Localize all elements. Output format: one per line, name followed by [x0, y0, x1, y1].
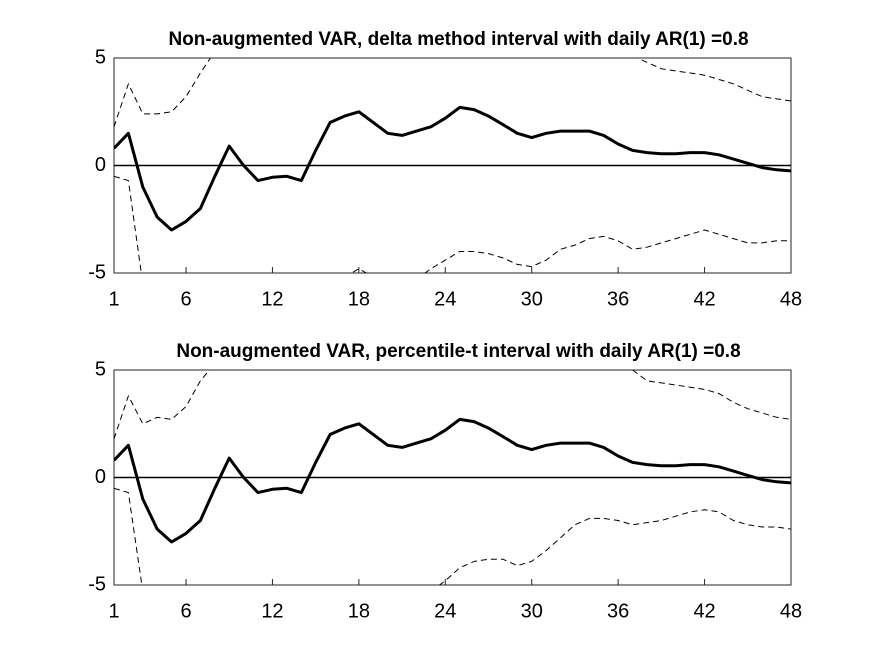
x-tick-label: 1	[108, 288, 119, 310]
estimate-line	[114, 105, 791, 232]
x-tick-label: 6	[180, 600, 191, 622]
x-tick-label: 36	[607, 288, 629, 310]
subplot: Non-augmented VAR, delta method interval…	[88, 29, 802, 310]
interval-line	[114, 175, 791, 273]
interval-line	[114, 370, 791, 439]
y-tick-label: -5	[88, 261, 106, 283]
x-tick-label: 24	[434, 600, 456, 622]
x-tick-label: 30	[521, 288, 543, 310]
x-tick-label: 12	[261, 600, 283, 622]
subplot: Non-augmented VAR, percentile-t interval…	[88, 341, 802, 622]
x-tick-label: 18	[348, 288, 370, 310]
x-tick-label: 18	[348, 600, 370, 622]
x-tick-label: 30	[521, 600, 543, 622]
x-tick-label: 1	[108, 600, 119, 622]
x-tick-label: 12	[261, 288, 283, 310]
chart-title: Non-augmented VAR, delta method interval…	[168, 29, 748, 50]
plot-area	[114, 58, 791, 273]
y-tick-label: 0	[95, 154, 106, 176]
y-tick-label: 5	[95, 358, 106, 380]
x-tick-label: 42	[693, 288, 715, 310]
x-tick-label: 36	[607, 600, 629, 622]
estimate-line	[114, 417, 791, 544]
y-tick-label: 0	[95, 466, 106, 488]
plot-area	[114, 370, 791, 585]
x-tick-label: 24	[434, 288, 456, 310]
x-tick-label: 6	[180, 288, 191, 310]
chart-title: Non-augmented VAR, percentile-t interval…	[176, 341, 740, 362]
x-tick-label: 42	[693, 600, 715, 622]
x-tick-label: 48	[780, 600, 802, 622]
interval-line	[114, 487, 791, 585]
y-tick-label: 5	[95, 46, 106, 68]
y-tick-label: -5	[88, 573, 106, 595]
interval-line	[114, 58, 791, 127]
x-tick-label: 48	[780, 288, 802, 310]
